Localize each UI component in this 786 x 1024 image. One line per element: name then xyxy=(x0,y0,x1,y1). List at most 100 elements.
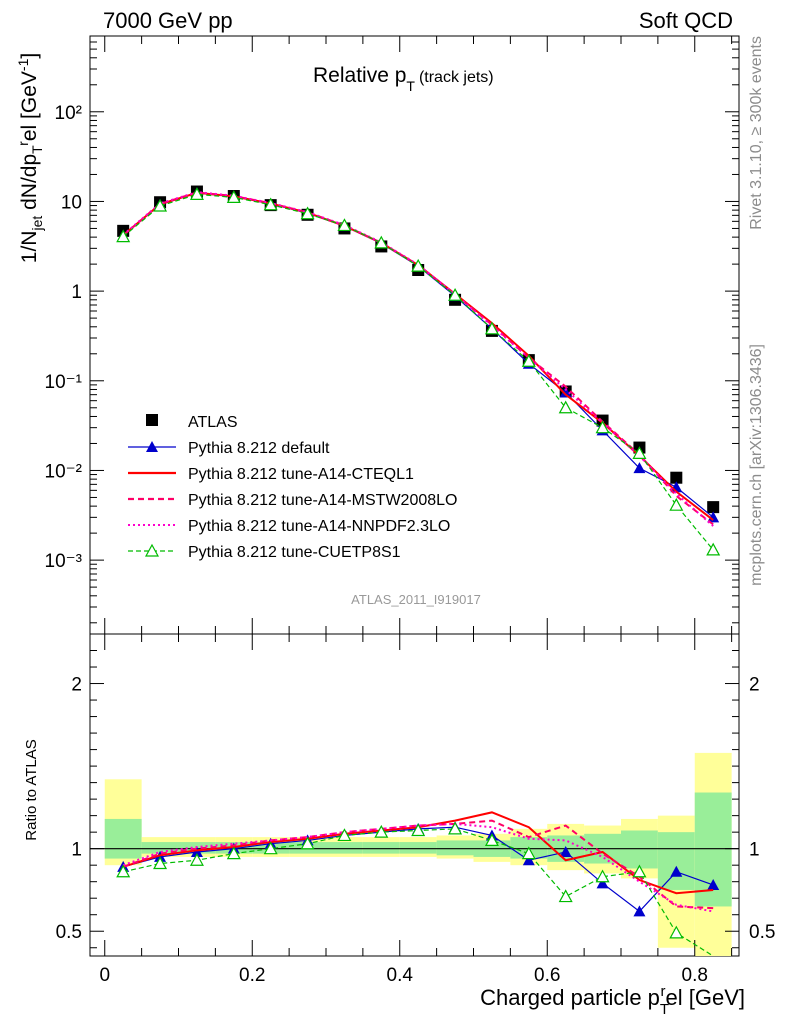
ytick-label-1e-1: 10⁻¹ xyxy=(45,372,83,393)
main-axis-ticks xyxy=(90,35,739,634)
ytick-label-1e-3: 10⁻³ xyxy=(45,551,83,572)
cuetp8s1-data-point xyxy=(153,198,168,212)
cuetp8s1-data-point xyxy=(189,187,204,200)
legend-label-default: Pythia 8.212 default xyxy=(188,440,330,457)
band-green xyxy=(141,842,179,854)
cuetp8s1-data-point xyxy=(632,446,647,459)
band-green xyxy=(326,842,363,854)
ratio-ytick-label-0.5-right: 0.5 xyxy=(749,922,775,943)
ratio-series-group xyxy=(116,811,720,957)
cuetp8s1-data-point xyxy=(300,206,315,220)
band-green xyxy=(436,840,474,856)
ratio-cuetp8s1-point xyxy=(153,856,168,870)
band-green xyxy=(399,842,437,854)
ratio-line-series-3 xyxy=(122,822,714,913)
ytick-label-1e-2: 10⁻² xyxy=(45,461,83,482)
ratio-default-point xyxy=(633,905,646,917)
ratio-cuetp8s1-point xyxy=(521,846,536,860)
band-green xyxy=(621,830,658,869)
ratio-cuetp8s1-point xyxy=(558,889,573,903)
band-green xyxy=(362,842,400,854)
ratio-cuetp8s1-point xyxy=(116,864,131,878)
cuetp8s1-data-point xyxy=(595,420,610,434)
legend-label-cteql1: Pythia 8.212 tune-A14-CTEQL1 xyxy=(188,466,414,483)
band-green xyxy=(657,832,695,890)
ratio-cuetp8s1-point xyxy=(300,836,315,850)
legend-marker-cuetp8s1 xyxy=(144,543,160,557)
ratio-default-point xyxy=(670,865,683,877)
ratio-cuetp8s1-point xyxy=(632,864,647,878)
legend-label-cuetp8s1: Pythia 8.212 tune-CUETP8S1 xyxy=(188,544,401,561)
ratio-ylabel: Ratio to ATLAS xyxy=(23,739,40,840)
ratio-cuetp8s1-point xyxy=(411,823,426,837)
ratio-cuetp8s1-point xyxy=(189,852,204,866)
cuetp8s1-data-point xyxy=(226,190,241,203)
ratio-cuetp8s1-point xyxy=(226,846,241,860)
ratio-cuetp8s1-point xyxy=(374,824,389,838)
ratio-default-point xyxy=(559,845,572,857)
cuetp8s1-data-point xyxy=(558,400,573,414)
ratio-cuetp8s1-point xyxy=(337,828,352,842)
ratio-cuetp8s1-point xyxy=(595,869,610,883)
legend-label-atlas: ATLAS xyxy=(188,414,238,431)
ratio-axis-ticks xyxy=(90,634,739,956)
cuetp8s1-data-point xyxy=(521,354,536,367)
ratio-y-tick-labels: 0.5 1 2 0.5 1 2 xyxy=(56,675,776,944)
ratio-default-point xyxy=(190,845,203,857)
cuetp8s1-data-point xyxy=(374,235,389,249)
xtick-label-0: 0 xyxy=(99,965,110,986)
ratio-line-series-2 xyxy=(122,819,714,910)
legend-marker-default xyxy=(146,441,158,452)
legend-marker-atlas xyxy=(146,414,158,426)
ratio-cuetp8s1-point xyxy=(484,833,499,847)
mcplots-info: mcplots.cern.ch [arXiv:1306.3436] xyxy=(748,344,765,586)
main-line-series-4 xyxy=(122,191,714,527)
cuetp8s1-data-point xyxy=(448,287,463,301)
x-tick-labels: 0 0.2 0.4 0.6 0.8 xyxy=(99,965,708,986)
legend-label-nnpdf: Pythia 8.212 tune-A14-NNPDF2.3LO xyxy=(188,518,450,535)
rivet-info: Rivet 3.1.10, ≥ 300k events xyxy=(748,36,765,230)
ytick-label-1: 1 xyxy=(71,282,82,303)
cuetp8s1-data-point xyxy=(411,258,426,272)
ratio-default-point xyxy=(596,877,609,889)
band-green xyxy=(104,818,142,859)
ratio-ytick-label-1: 1 xyxy=(71,840,82,861)
main-series-group xyxy=(116,185,721,556)
cuetp8s1-data-point xyxy=(706,542,721,556)
xtick-label-0.4: 0.4 xyxy=(387,965,414,986)
ratio-cuetp8s1-point xyxy=(669,925,684,939)
x-axis-label: Charged particle pTrel [GeV] xyxy=(480,983,745,1018)
cuetp8s1-data-point xyxy=(669,497,684,511)
cuetp8s1-data-point xyxy=(484,321,499,335)
xtick-label-0.8: 0.8 xyxy=(682,965,708,986)
ratio-ytick-label-2: 2 xyxy=(71,675,82,696)
main-ylabel: 1/Njet dN/dpTrel [GeV-1] xyxy=(15,53,45,263)
legend-label-mstw: Pythia 8.212 tune-A14-MSTW2008LO xyxy=(188,492,457,509)
ratio-cuetp8s1-point xyxy=(263,841,278,855)
ratio-frame xyxy=(89,633,740,957)
ratio-ytick-label-1-right: 1 xyxy=(749,840,760,861)
ratio-default-point xyxy=(522,854,535,866)
atlas-data-point xyxy=(670,471,683,484)
chart-title: Relative pT (track jets) xyxy=(313,64,494,94)
ratio-cuetp8s1-point xyxy=(448,821,463,835)
legend: ATLAS Pythia 8.212 default Pythia 8.212 … xyxy=(128,414,457,561)
ytick-label-10: 10 xyxy=(61,192,82,213)
ratio-ytick-label-2-right: 2 xyxy=(749,675,760,696)
cuetp8s1-data-point xyxy=(116,229,131,243)
default-data-point xyxy=(633,462,646,474)
cuetp8s1-data-point xyxy=(337,218,352,232)
cuetp8s1-data-point xyxy=(263,197,278,211)
ratio-default-point xyxy=(707,878,720,890)
atlas-data-point xyxy=(707,501,720,514)
xtick-label-0.6: 0.6 xyxy=(534,965,560,986)
process-label: Soft QCD xyxy=(639,8,733,33)
analysis-id: ATLAS_2011_I919017 xyxy=(351,592,481,607)
ratio-uncertainty-bands xyxy=(90,752,739,956)
main-y-tick-labels: 10⁻³ 10⁻² 10⁻¹ 1 10 10² xyxy=(45,103,83,572)
ytick-label-100: 10² xyxy=(55,103,82,124)
xtick-label-0.2: 0.2 xyxy=(239,965,265,986)
energy-label: 7000 GeV pp xyxy=(103,8,233,33)
default-data-point xyxy=(559,386,572,398)
